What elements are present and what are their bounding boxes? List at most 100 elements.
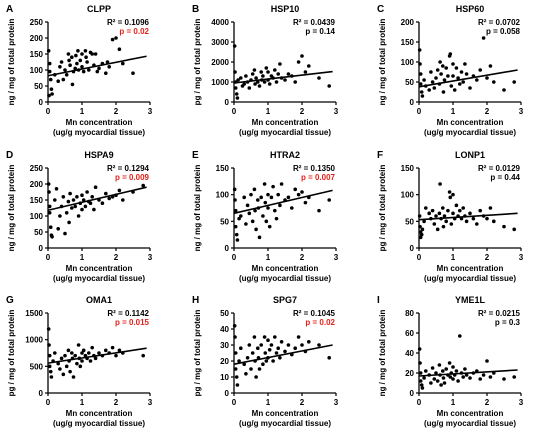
- data-point: [418, 224, 422, 229]
- r-squared-label: R² = 0.0215: [478, 309, 521, 318]
- data-point: [249, 192, 253, 197]
- data-point: [456, 76, 460, 80]
- data-point: [434, 76, 438, 80]
- x-tick-label: 2: [300, 107, 305, 116]
- data-point: [244, 372, 248, 376]
- panel-g: G OMA1 0 500 1000 1500 0 1 2 3 pg / mg of total pr…: [6, 295, 153, 428]
- data-point: [71, 198, 76, 202]
- y-tick-label: 20: [405, 369, 414, 378]
- y-tick-label: 0: [39, 389, 44, 398]
- data-point: [273, 335, 277, 339]
- data-point: [441, 90, 446, 94]
- y-tick-label: 1000: [25, 336, 43, 345]
- y-tick-label: 150: [216, 164, 230, 173]
- data-point: [88, 359, 93, 363]
- r-squared-label: R² = 0.1045: [293, 309, 336, 318]
- x-tick-label: 1: [80, 107, 85, 116]
- y-tick-label: 50: [220, 309, 229, 318]
- y-tick-label: 150: [401, 164, 415, 173]
- data-point: [454, 369, 459, 373]
- data-point: [307, 64, 311, 68]
- data-point: [418, 62, 422, 66]
- data-point: [430, 366, 435, 370]
- data-point: [300, 190, 304, 194]
- data-point: [85, 190, 89, 194]
- data-point: [47, 343, 51, 347]
- data-point: [502, 224, 506, 229]
- r-squared-label: R² = 0.0439: [293, 18, 336, 27]
- data-point: [73, 66, 77, 71]
- x-axis-label-line2: (ug/g myocardial tissue): [53, 274, 145, 283]
- x-tick-label: 2: [485, 107, 490, 116]
- data-point: [452, 88, 457, 92]
- data-point: [422, 376, 426, 380]
- y-axis-label: pg / mg of total protein: [193, 19, 202, 106]
- data-point: [66, 52, 71, 56]
- data-point: [447, 361, 452, 365]
- data-point: [61, 372, 66, 377]
- data-point: [63, 68, 67, 72]
- data-point: [117, 188, 122, 193]
- data-point: [451, 377, 455, 381]
- data-point: [264, 66, 269, 70]
- data-point: [70, 82, 75, 87]
- data-point: [481, 373, 486, 377]
- data-point: [303, 200, 308, 205]
- data-point: [93, 185, 98, 189]
- data-point: [478, 68, 483, 72]
- y-tick-label: 100: [30, 212, 44, 221]
- y-tick-label: 0: [225, 98, 230, 107]
- data-point: [80, 207, 84, 212]
- x-tick-label: 1: [80, 398, 85, 407]
- data-point: [117, 47, 122, 51]
- regression-line: [47, 55, 147, 77]
- panel-f: F LONP1 0 50 100 150 0 1 2 3 pg / mg of total prot…: [377, 150, 524, 283]
- data-point: [83, 49, 88, 53]
- data-point: [259, 343, 264, 347]
- y-tick-label: 3000: [211, 38, 229, 47]
- data-point: [429, 381, 433, 385]
- data-point: [234, 232, 239, 237]
- data-point: [59, 60, 64, 64]
- data-point: [259, 70, 264, 74]
- panel-letter: E: [192, 150, 199, 161]
- data-point: [296, 192, 301, 197]
- y-axis-label: ng / mg of total protein: [193, 165, 202, 252]
- data-point: [463, 367, 467, 371]
- data-point: [451, 211, 455, 216]
- p-value-label: p = 0.015: [115, 318, 150, 327]
- data-point: [271, 359, 275, 363]
- data-point: [444, 66, 449, 70]
- data-point: [448, 375, 453, 379]
- data-point: [273, 208, 277, 213]
- data-point: [468, 86, 472, 90]
- data-point: [512, 375, 516, 379]
- data-point: [435, 227, 440, 232]
- data-point: [279, 340, 284, 344]
- data-point: [451, 365, 455, 369]
- data-point: [242, 82, 246, 86]
- y-tick-label: 200: [30, 180, 44, 189]
- y-tick-label: 100: [401, 58, 415, 67]
- y-tick-label: 0: [39, 244, 44, 253]
- data-point: [252, 335, 257, 339]
- data-point: [475, 222, 479, 226]
- y-tick-label: 10: [220, 373, 229, 382]
- data-point: [237, 216, 241, 221]
- panel-title: HSPA9: [84, 150, 113, 160]
- panel-i: I YME1L 0 20 40 60 80 0 1 2 3 ng / mg of total prot…: [377, 295, 524, 428]
- data-point: [327, 356, 332, 360]
- p-value-label: p = 0.44: [490, 173, 520, 182]
- x-axis-label-line1: Mn concentration: [437, 118, 504, 127]
- data-point: [427, 211, 432, 216]
- data-point: [93, 52, 98, 56]
- x-tick-label: 2: [114, 107, 119, 116]
- panel-title: OMA1: [86, 295, 112, 305]
- data-point: [50, 235, 54, 239]
- panel-title: HTRA2: [270, 150, 300, 160]
- data-point: [245, 356, 250, 360]
- x-tick-label: 0: [417, 107, 422, 116]
- data-point: [278, 62, 282, 66]
- data-point: [420, 94, 425, 98]
- data-point: [463, 62, 467, 66]
